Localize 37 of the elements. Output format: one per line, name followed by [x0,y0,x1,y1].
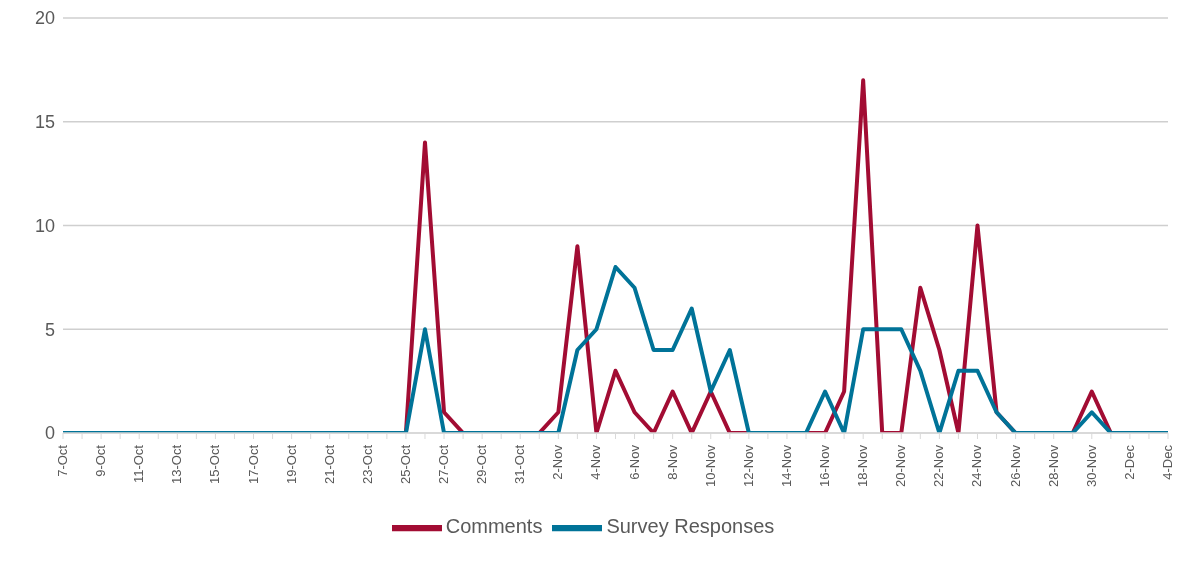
x-tick-label: 10-Nov [702,444,718,487]
x-tick-label: 23-Oct [359,444,375,485]
x-tick-label: 4-Dec [1160,444,1175,480]
x-tick-label: 29-Oct [474,444,490,485]
x-tick-label: 28-Nov [1045,444,1061,487]
legend-label: Comments [445,515,543,538]
y-tick-label: 15 [34,112,55,133]
legend-label: Survey Responses [606,515,775,538]
x-tick-label: 11-Oct [131,444,147,484]
x-tick-label: 22-Nov [931,444,947,487]
x-tick-label: 2-Nov [550,444,566,480]
x-tick-label: 25-Oct [397,444,413,485]
x-tick-label: 14-Nov [778,444,794,487]
x-tick-label: 20-Nov [893,444,909,487]
x-tick-label: 2-Dec [1121,444,1137,480]
x-tick-label: 7-Oct [55,444,70,477]
x-tick-label: 13-Oct [169,444,185,485]
x-tick-label: 30-Nov [1083,444,1099,487]
x-tick-label: 12-Nov [740,444,756,487]
x-tick-label: 9-Oct [93,444,109,477]
x-tick-label: 15-Oct [207,444,223,485]
x-tick-label: 21-Oct [321,444,337,485]
x-tick-label: 4-Nov [588,444,604,480]
y-tick-label: 10 [34,215,55,236]
x-tick-label: 18-Nov [855,444,871,487]
x-tick-label: 17-Oct [245,444,261,485]
x-tick-label: 16-Nov [817,444,833,487]
y-tick-label: 5 [44,319,55,340]
x-tick-label: 26-Nov [1007,444,1023,487]
x-tick-label: 8-Nov [664,444,680,480]
x-tick-label: 27-Oct [436,444,452,485]
y-tick-label: 20 [34,8,55,29]
x-tick-label: 31-Oct [512,444,528,485]
y-tick-label: 0 [44,423,55,444]
x-tick-label: 19-Oct [283,444,299,485]
x-tick-label: 24-Nov [969,444,985,487]
x-tick-label: 6-Nov [626,444,642,480]
